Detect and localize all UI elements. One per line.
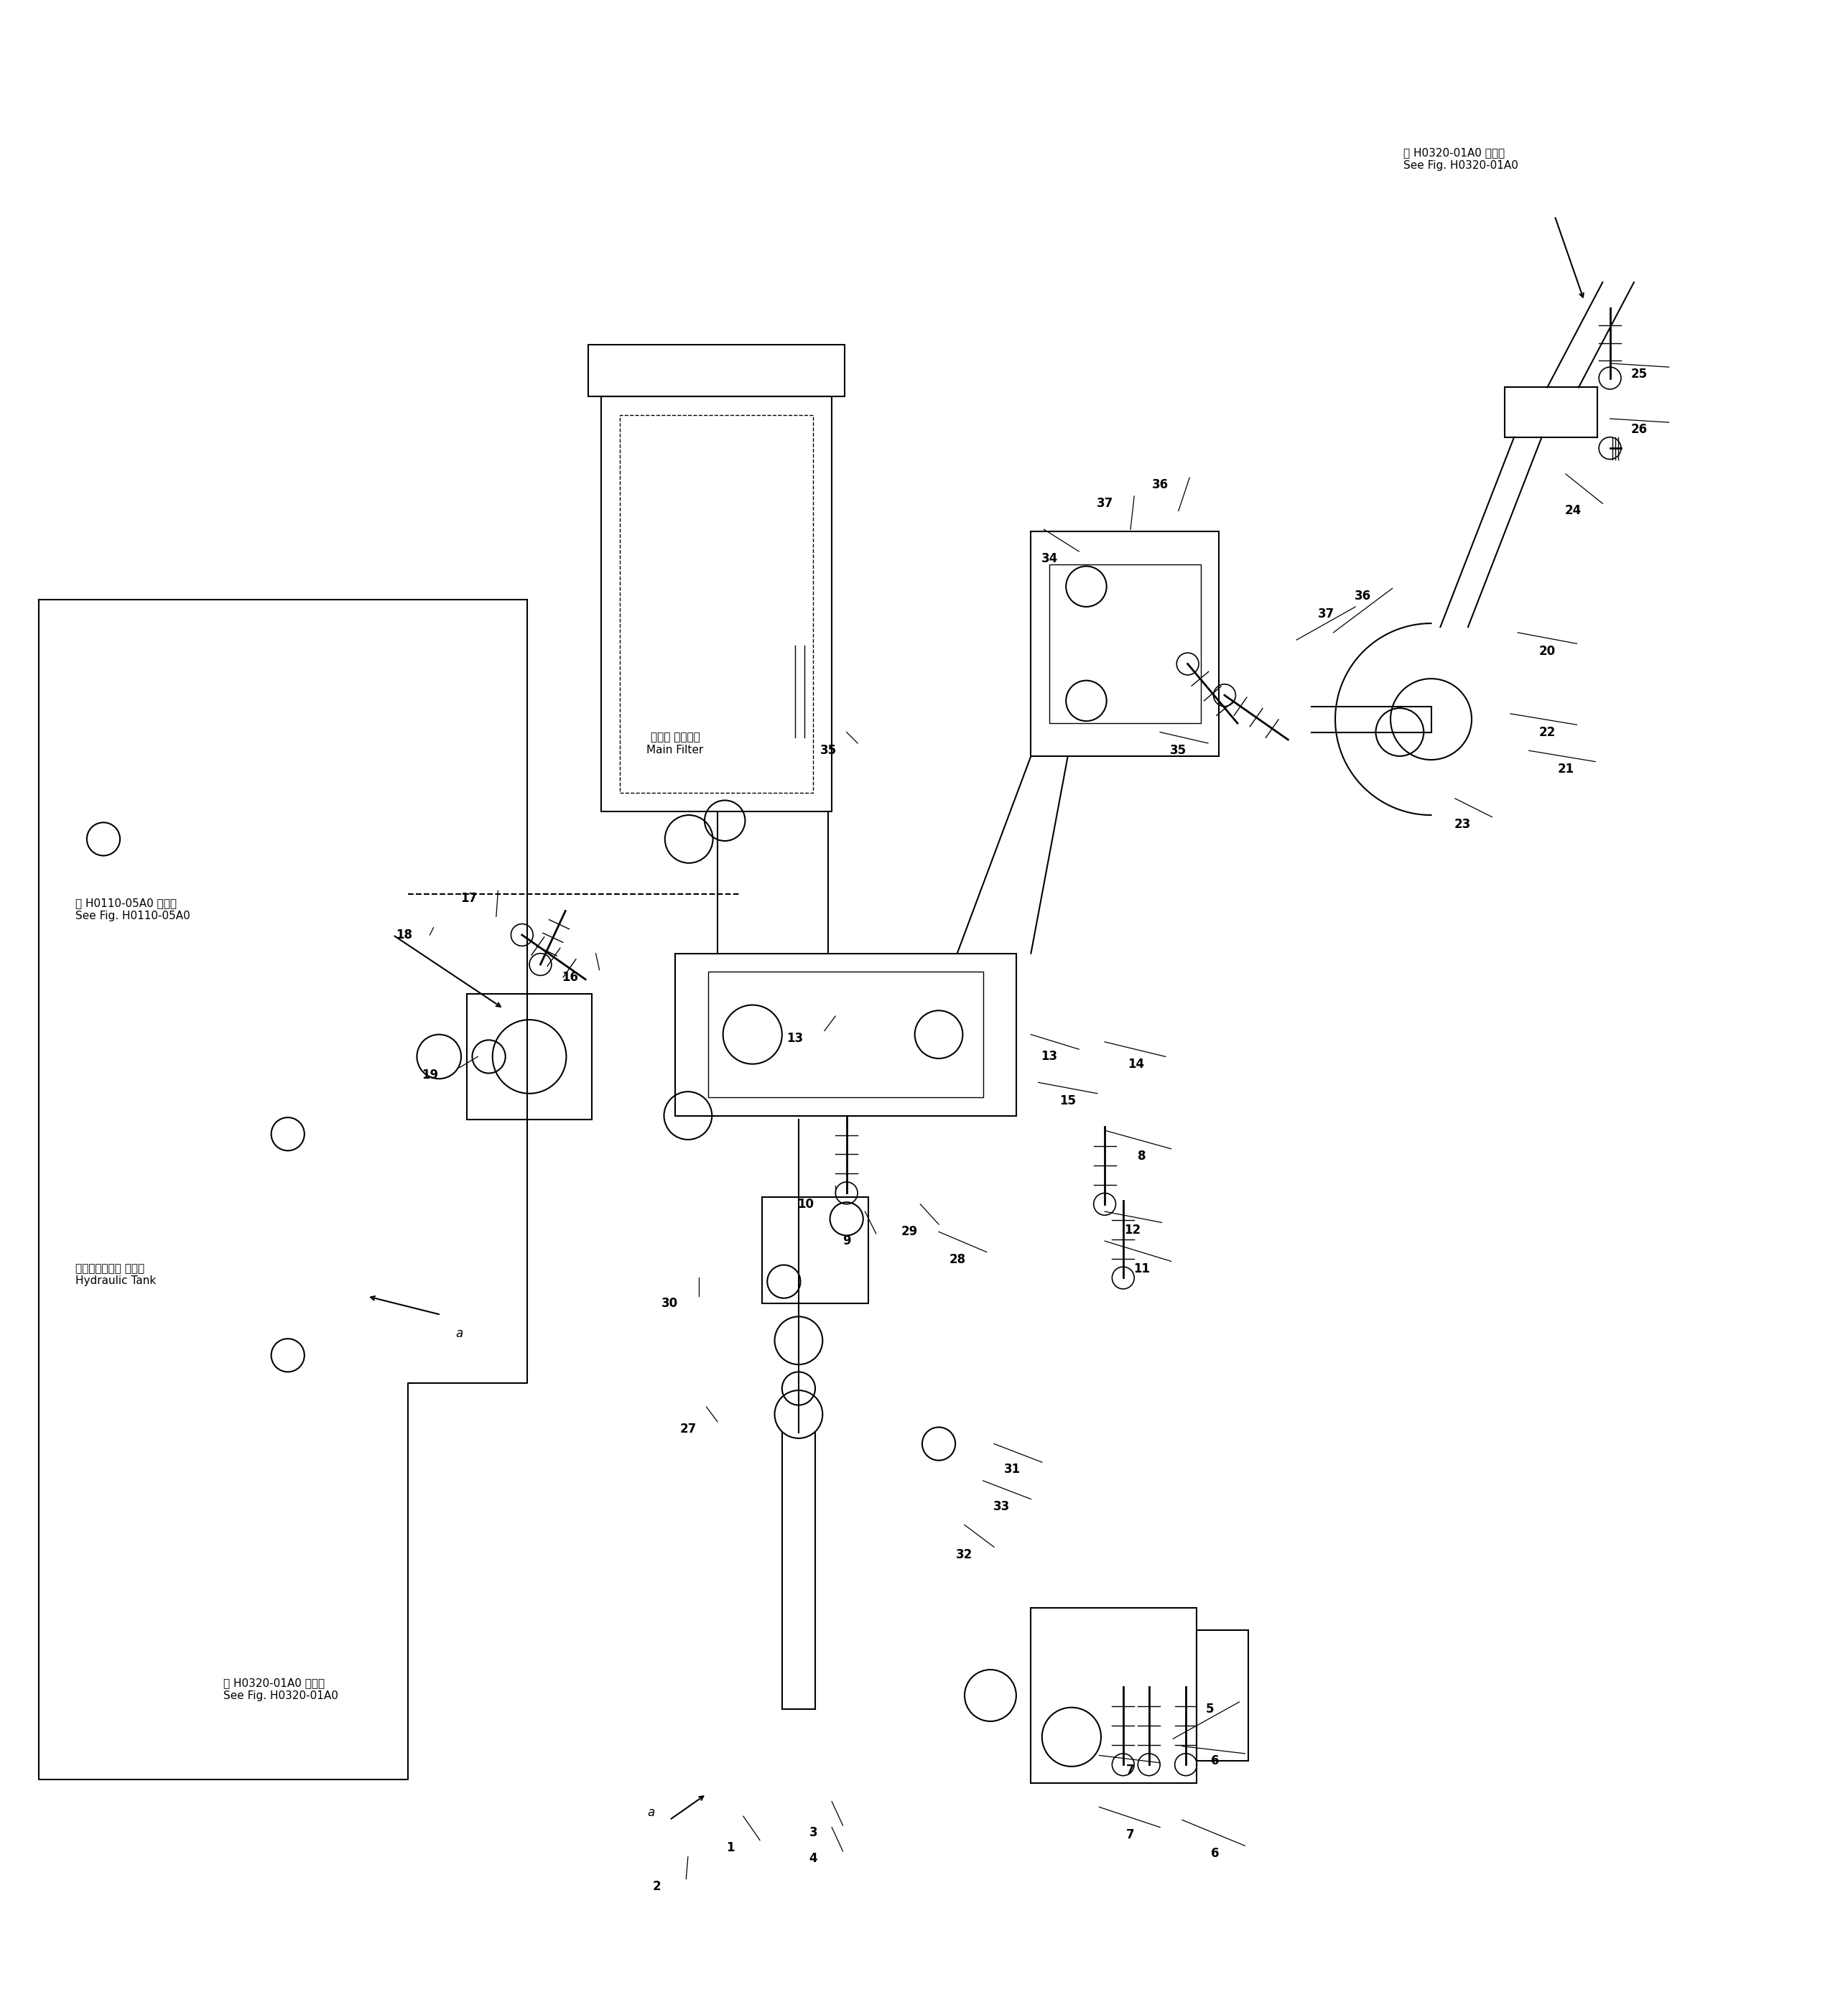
- Bar: [588, 346, 845, 396]
- Text: 9: 9: [843, 1234, 850, 1248]
- Text: 6: 6: [1210, 1755, 1220, 1767]
- Text: 20: 20: [1539, 645, 1556, 657]
- Text: 22: 22: [1539, 726, 1556, 738]
- Text: 28: 28: [948, 1252, 965, 1266]
- Text: 31: 31: [1003, 1463, 1020, 1475]
- Text: 16: 16: [562, 971, 578, 983]
- Text: 6: 6: [1210, 1847, 1220, 1859]
- Text: 33: 33: [992, 1499, 1009, 1514]
- Bar: [708, 971, 983, 1097]
- Text: 13: 13: [1040, 1049, 1057, 1063]
- Text: 11: 11: [1133, 1262, 1149, 1274]
- Text: 3: 3: [809, 1827, 817, 1839]
- Text: 12: 12: [1124, 1224, 1140, 1236]
- Text: 30: 30: [662, 1296, 678, 1311]
- Text: 7: 7: [1125, 1829, 1135, 1841]
- Text: 第 H0320-01A0 図参照
See Fig. H0320-01A0: 第 H0320-01A0 図参照 See Fig. H0320-01A0: [1403, 147, 1519, 171]
- Text: 第 H0110-05A0 図参照
See Fig. H0110-05A0: 第 H0110-05A0 図参照 See Fig. H0110-05A0: [76, 898, 190, 921]
- Text: 37: 37: [1096, 496, 1112, 511]
- Bar: [1031, 531, 1220, 756]
- Text: 5: 5: [1205, 1702, 1214, 1717]
- Text: ハイドロリック タンク
Hydraulic Tank: ハイドロリック タンク Hydraulic Tank: [76, 1262, 157, 1286]
- Text: 7: 7: [1125, 1763, 1135, 1777]
- Text: 21: 21: [1558, 762, 1574, 776]
- Text: 29: 29: [900, 1226, 918, 1238]
- Text: 34: 34: [1040, 553, 1057, 565]
- Bar: [468, 993, 591, 1120]
- Text: 35: 35: [1170, 744, 1186, 758]
- Text: a: a: [456, 1327, 464, 1339]
- Bar: [1050, 565, 1201, 724]
- Text: 第 H0320-01A0 図参照
See Fig. H0320-01A0: 第 H0320-01A0 図参照 See Fig. H0320-01A0: [224, 1678, 338, 1700]
- Text: 37: 37: [1318, 607, 1334, 621]
- Bar: [675, 953, 1016, 1116]
- Text: 25: 25: [1632, 368, 1648, 382]
- Text: 10: 10: [798, 1198, 815, 1210]
- Text: 32: 32: [955, 1548, 972, 1562]
- Bar: [1031, 1608, 1198, 1783]
- Text: 2: 2: [652, 1879, 662, 1893]
- Bar: [601, 396, 832, 812]
- Text: 19: 19: [421, 1069, 438, 1081]
- Text: a: a: [647, 1807, 654, 1819]
- Bar: [761, 1196, 869, 1304]
- Text: 35: 35: [821, 744, 837, 758]
- Text: 36: 36: [1355, 589, 1371, 603]
- Text: 8: 8: [1138, 1150, 1146, 1162]
- Text: 17: 17: [460, 892, 477, 905]
- Text: 24: 24: [1565, 505, 1582, 517]
- Text: 18: 18: [395, 929, 412, 941]
- Text: 27: 27: [680, 1423, 697, 1435]
- Text: 26: 26: [1632, 424, 1648, 436]
- Text: 13: 13: [787, 1031, 804, 1045]
- Bar: [619, 414, 813, 794]
- Text: 4: 4: [809, 1851, 817, 1865]
- Text: 14: 14: [1127, 1057, 1144, 1071]
- Bar: [1198, 1630, 1249, 1761]
- Text: 36: 36: [1151, 478, 1168, 492]
- Text: メイン フィルタ
Main Filter: メイン フィルタ Main Filter: [647, 732, 704, 756]
- Text: 1: 1: [726, 1841, 734, 1853]
- Text: 15: 15: [1059, 1093, 1076, 1108]
- Text: 23: 23: [1454, 818, 1471, 830]
